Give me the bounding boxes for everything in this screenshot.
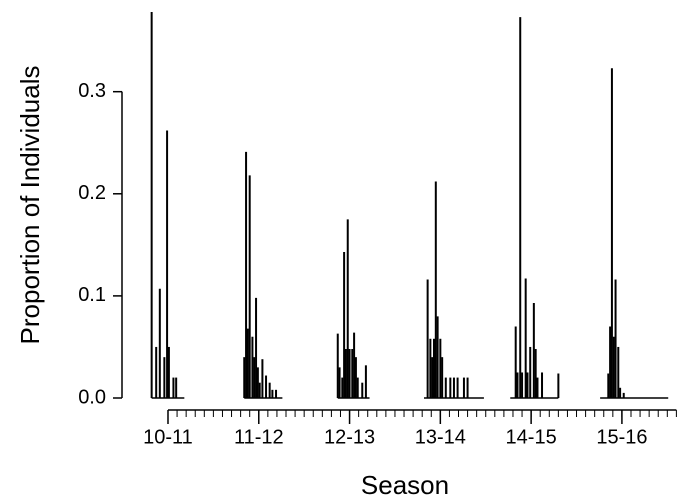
x-tick-label: 14-15 bbox=[506, 426, 557, 448]
x-tick-label: 11-12 bbox=[234, 426, 284, 448]
y-axis-label: Proportion of Individuals bbox=[15, 66, 45, 345]
x-tick-label: 12-13 bbox=[324, 426, 375, 448]
x-tick-label: 13-14 bbox=[415, 426, 466, 448]
y-tick-label: 0.2 bbox=[78, 182, 106, 204]
x-axis-label: Season bbox=[361, 470, 449, 500]
y-tick-label: 0.0 bbox=[78, 386, 106, 408]
y-tick-label: 0.1 bbox=[78, 284, 106, 306]
x-tick-label: 15-16 bbox=[596, 426, 647, 448]
x-tick-label: 10-11 bbox=[143, 426, 193, 448]
y-tick-label: 0.3 bbox=[78, 80, 106, 102]
